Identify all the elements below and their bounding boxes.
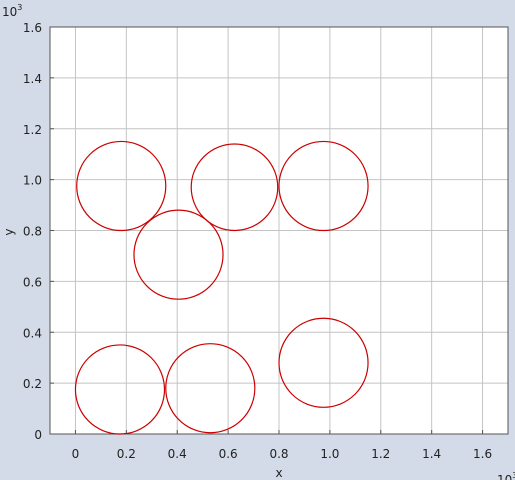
- y-tick-label: 0.8: [23, 225, 42, 239]
- x-tick-label: 1.6: [473, 447, 492, 461]
- x-tick-label: 1.0: [320, 447, 339, 461]
- y-exponent-label: 103: [2, 3, 22, 19]
- circle-3: [278, 140, 369, 232]
- x-exponent-power: 3: [512, 471, 515, 480]
- y-tick-label: 1.2: [23, 123, 42, 137]
- y-tick-label: 1.0: [23, 174, 42, 188]
- y-exponent-base: 10: [2, 5, 17, 19]
- y-tick-label: 1.4: [23, 72, 42, 86]
- plot-area: 0 0.2 0.4 0.6 0.8 1.0 1.2 1.4 1.6 0 0.2 0.4 0.6 0.8 1.…: [23, 21, 509, 461]
- x-exponent-label: 103: [497, 471, 515, 480]
- x-tick-label: 1.4: [422, 447, 441, 461]
- circle-7: [278, 317, 369, 408]
- x-tick-label: 0: [72, 447, 80, 461]
- y-tick-label: 0.4: [23, 326, 42, 340]
- y-tick-label: 0.2: [23, 377, 42, 391]
- y-tick-label: 0.6: [23, 275, 42, 289]
- x-tick-label: 0.8: [269, 447, 288, 461]
- circle-6: [165, 343, 256, 434]
- y-exponent-power: 3: [17, 3, 22, 12]
- circle-5: [74, 344, 166, 435]
- y-tick-label: 1.6: [23, 21, 42, 35]
- circle-2: [190, 143, 279, 232]
- x-tick-label: 0.2: [117, 447, 136, 461]
- x-tick-label: 0.4: [168, 447, 187, 461]
- y-axis-label: y: [2, 228, 16, 235]
- x-exponent-base: 10: [497, 473, 512, 480]
- x-tick-label: 0.6: [219, 447, 238, 461]
- circle-4: [133, 209, 224, 300]
- y-tick-label: 0: [34, 428, 42, 442]
- circle-1: [76, 140, 167, 232]
- x-axis-label: x: [275, 466, 282, 480]
- x-tick-label: 1.2: [371, 447, 390, 461]
